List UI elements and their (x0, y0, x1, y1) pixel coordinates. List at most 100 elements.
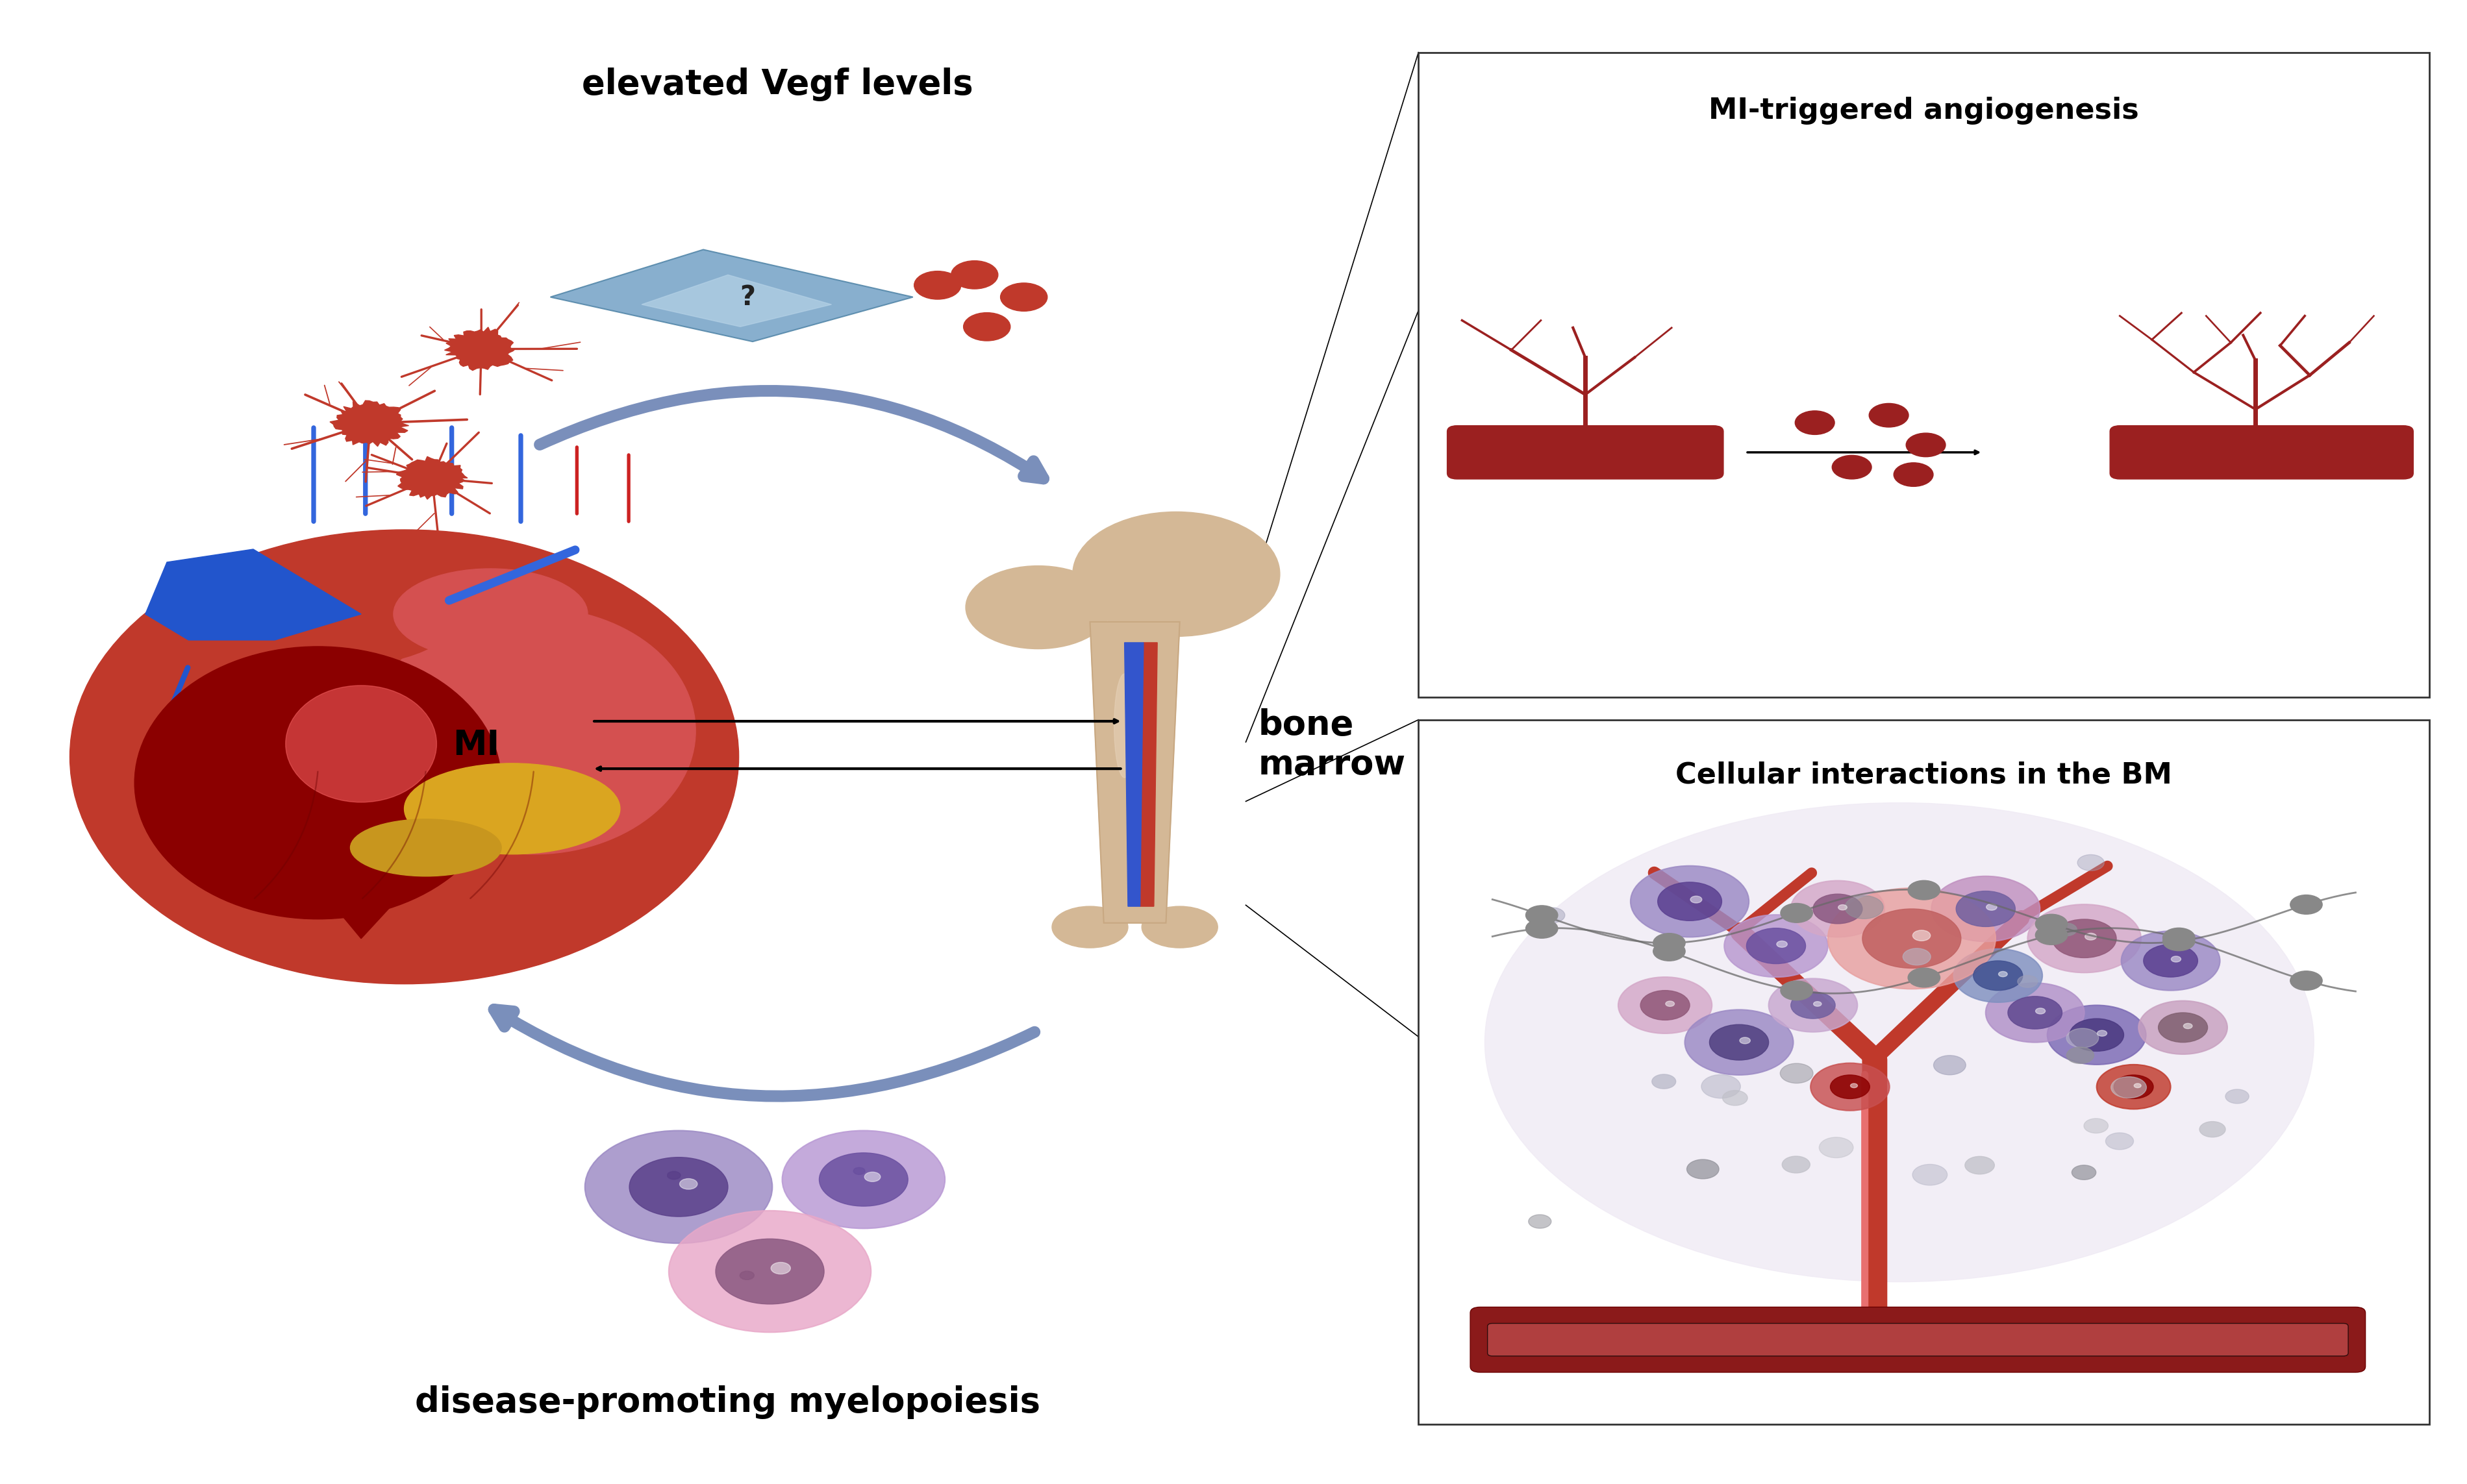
Ellipse shape (1485, 803, 2314, 1282)
FancyBboxPatch shape (1488, 1324, 2349, 1356)
Circle shape (965, 313, 1011, 341)
Circle shape (2085, 1119, 2109, 1134)
FancyArrowPatch shape (254, 772, 318, 898)
Circle shape (1956, 890, 2016, 926)
Circle shape (1665, 1002, 1675, 1006)
Ellipse shape (69, 530, 738, 984)
Circle shape (1870, 404, 1909, 427)
FancyArrowPatch shape (414, 513, 434, 533)
Text: MI: MI (454, 729, 501, 761)
FancyArrowPatch shape (2025, 867, 2107, 916)
Circle shape (2159, 1012, 2208, 1042)
Circle shape (2048, 1005, 2146, 1064)
Polygon shape (331, 401, 410, 447)
Circle shape (715, 1239, 824, 1304)
Circle shape (1833, 456, 1872, 479)
Circle shape (1702, 1074, 1742, 1098)
Circle shape (1796, 411, 1835, 435)
Circle shape (1002, 283, 1048, 312)
Polygon shape (1090, 622, 1179, 923)
FancyBboxPatch shape (1470, 1307, 2366, 1373)
Circle shape (1838, 905, 1848, 910)
FancyArrowPatch shape (338, 381, 350, 398)
Ellipse shape (286, 686, 437, 803)
Ellipse shape (405, 763, 619, 855)
Circle shape (2164, 927, 2196, 947)
Bar (1419, 720, 2430, 1425)
Ellipse shape (1051, 907, 1127, 948)
Circle shape (629, 1158, 728, 1217)
Circle shape (1739, 1037, 1749, 1043)
Circle shape (1525, 919, 1557, 938)
FancyArrowPatch shape (484, 306, 518, 347)
FancyArrowPatch shape (540, 390, 1044, 479)
FancyArrowPatch shape (340, 384, 370, 421)
Circle shape (1895, 463, 1934, 487)
Text: ?: ? (740, 283, 755, 310)
Text: disease-promoting myelopoiesis: disease-promoting myelopoiesis (414, 1385, 1041, 1419)
Polygon shape (444, 326, 516, 371)
FancyArrowPatch shape (1655, 873, 1737, 930)
Circle shape (1907, 880, 1939, 899)
Circle shape (2067, 1028, 2099, 1048)
Circle shape (1781, 1064, 1813, 1083)
FancyArrowPatch shape (365, 424, 370, 482)
Circle shape (1710, 1024, 1769, 1060)
Circle shape (2289, 971, 2321, 990)
Circle shape (2171, 956, 2181, 962)
Circle shape (1813, 893, 1863, 923)
FancyArrowPatch shape (355, 496, 390, 497)
Circle shape (772, 1263, 789, 1275)
Polygon shape (641, 275, 831, 326)
Circle shape (2144, 944, 2198, 976)
Circle shape (585, 1131, 772, 1244)
Circle shape (1907, 968, 1939, 987)
Circle shape (1618, 976, 1712, 1033)
Circle shape (1811, 1063, 1890, 1110)
Ellipse shape (392, 568, 587, 659)
Circle shape (1912, 930, 1929, 941)
Ellipse shape (965, 565, 1110, 649)
Circle shape (2097, 1030, 2107, 1036)
FancyArrowPatch shape (434, 478, 491, 484)
Circle shape (2072, 1165, 2097, 1180)
Circle shape (2053, 919, 2117, 957)
FancyArrowPatch shape (373, 424, 412, 460)
FancyArrowPatch shape (471, 772, 533, 898)
Circle shape (1781, 1156, 1811, 1172)
Polygon shape (1125, 643, 1145, 907)
Circle shape (2289, 895, 2321, 914)
Circle shape (669, 1171, 681, 1180)
Circle shape (1998, 972, 2008, 976)
FancyArrowPatch shape (373, 390, 434, 423)
Circle shape (2028, 904, 2141, 972)
FancyArrowPatch shape (392, 447, 395, 464)
Circle shape (1653, 1074, 1675, 1089)
Circle shape (1641, 990, 1690, 1020)
Circle shape (740, 1272, 755, 1279)
Circle shape (1073, 512, 1280, 637)
FancyArrowPatch shape (368, 467, 429, 478)
Text: bone
marrow: bone marrow (1258, 708, 1406, 782)
FancyArrowPatch shape (484, 350, 553, 380)
Circle shape (2035, 926, 2067, 945)
FancyArrowPatch shape (434, 479, 491, 513)
FancyArrowPatch shape (525, 368, 562, 371)
FancyArrowPatch shape (449, 551, 575, 601)
Circle shape (1539, 908, 1564, 923)
Circle shape (2139, 1000, 2228, 1054)
FancyArrowPatch shape (429, 326, 444, 340)
Polygon shape (146, 549, 360, 640)
Circle shape (2008, 996, 2062, 1028)
Ellipse shape (222, 562, 459, 666)
Bar (1419, 52, 2430, 697)
Circle shape (2225, 1089, 2250, 1104)
Circle shape (1934, 1055, 1966, 1074)
Circle shape (854, 1168, 866, 1174)
Ellipse shape (136, 647, 501, 919)
Circle shape (2134, 1083, 2141, 1088)
FancyArrowPatch shape (365, 479, 429, 506)
Circle shape (1850, 1083, 1858, 1088)
Ellipse shape (373, 607, 696, 855)
FancyArrowPatch shape (493, 1009, 1034, 1097)
